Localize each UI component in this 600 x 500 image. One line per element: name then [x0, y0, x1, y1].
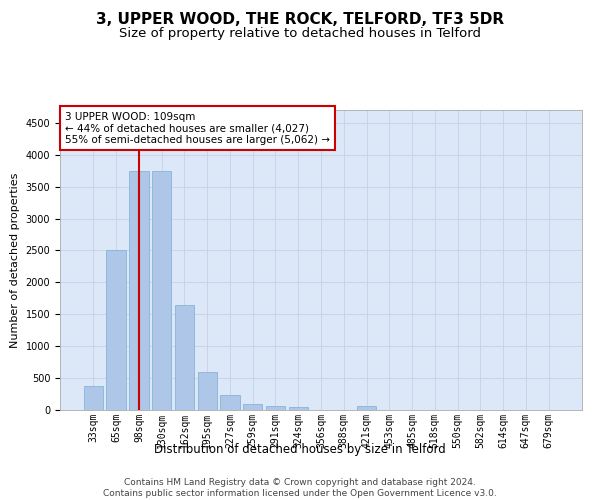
Y-axis label: Number of detached properties: Number of detached properties	[10, 172, 20, 348]
Bar	[129, 170, 149, 410]
Text: Contains HM Land Registry data © Crown copyright and database right 2024.
Contai: Contains HM Land Registry data © Crown c…	[103, 478, 497, 498]
Bar	[175, 306, 194, 410]
Text: Size of property relative to detached houses in Telford: Size of property relative to detached ho…	[119, 28, 481, 40]
Bar	[243, 404, 262, 410]
Bar	[197, 372, 217, 410]
Text: 3, UPPER WOOD, THE ROCK, TELFORD, TF3 5DR: 3, UPPER WOOD, THE ROCK, TELFORD, TF3 5D…	[96, 12, 504, 28]
Bar	[106, 250, 126, 410]
Bar	[152, 170, 172, 410]
Bar	[84, 386, 103, 410]
Text: Distribution of detached houses by size in Telford: Distribution of detached houses by size …	[154, 442, 446, 456]
Bar	[220, 394, 239, 410]
Bar	[266, 406, 285, 410]
Text: 3 UPPER WOOD: 109sqm
← 44% of detached houses are smaller (4,027)
55% of semi-de: 3 UPPER WOOD: 109sqm ← 44% of detached h…	[65, 112, 330, 144]
Bar	[289, 407, 308, 410]
Bar	[357, 406, 376, 410]
